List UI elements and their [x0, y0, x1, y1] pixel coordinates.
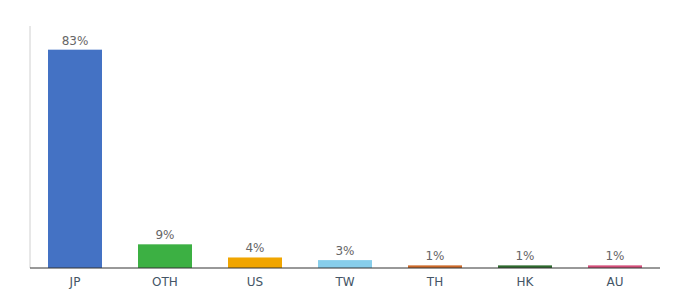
bars — [48, 50, 642, 268]
bar — [48, 50, 102, 268]
bar — [228, 257, 282, 268]
bar — [138, 244, 192, 268]
x-tick-label: AU — [607, 275, 624, 289]
x-tick-label: US — [247, 275, 263, 289]
data-label: 3% — [335, 244, 354, 258]
chart-container: 83% 9% 4% 3% 1% 1% 1% JP OTH US TW TH HK AU — [0, 0, 680, 300]
data-label: 1% — [515, 249, 534, 263]
y-axis-line — [30, 26, 31, 268]
x-tick-label: JP — [69, 275, 81, 289]
x-tick-label: OTH — [152, 275, 178, 289]
data-label: 4% — [245, 241, 264, 255]
data-label: 1% — [605, 249, 624, 263]
data-label: 9% — [155, 228, 174, 242]
x-axis-line — [30, 268, 660, 269]
x-tick-label: HK — [517, 275, 535, 289]
chart-svg: 83% 9% 4% 3% 1% 1% 1% JP OTH US TW TH HK AU — [0, 0, 680, 300]
data-label: 1% — [425, 249, 444, 263]
data-label: 83% — [62, 34, 89, 48]
x-tick-label: TW — [334, 275, 354, 289]
bar — [318, 260, 372, 268]
x-tick-label: TH — [426, 275, 443, 289]
